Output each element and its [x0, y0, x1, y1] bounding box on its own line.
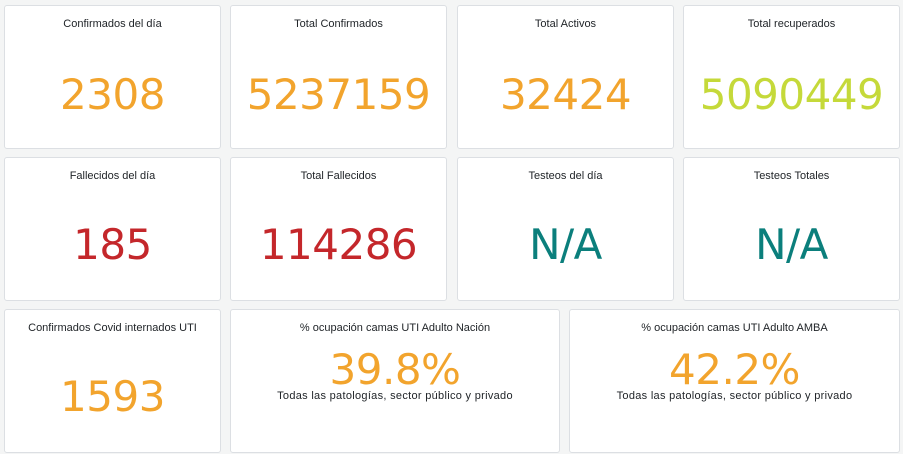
card-total-fallecidos: Total Fallecidos 114286: [230, 157, 447, 301]
card-value: 1593: [60, 372, 165, 421]
card-confirmados-del-dia: Confirmados del día 2308: [4, 5, 221, 149]
card-fallecidos-del-dia: Fallecidos del día 185: [4, 157, 221, 301]
card-title: Fallecidos del día: [69, 170, 156, 182]
card-value: 42.2%: [669, 345, 800, 394]
card-title: Testeos del día: [528, 170, 603, 182]
card-testeos-totales: Testeos Totales N/A: [683, 157, 900, 301]
card-title: Total recuperados: [747, 18, 836, 30]
card-ocupacion-uti-amba: % ocupación camas UTI Adulto AMBA 42.2% …: [569, 309, 900, 453]
card-title: Total Confirmados: [294, 18, 383, 30]
card-value: 5090449: [699, 70, 884, 119]
card-subtitle: Todas las patologías, sector público y p…: [277, 390, 513, 402]
card-title: % ocupación camas UTI Adulto AMBA: [641, 322, 828, 334]
card-value: N/A: [529, 220, 602, 269]
card-title: Total Activos: [534, 18, 597, 30]
card-title: Confirmados del día: [63, 18, 162, 30]
card-value: 185: [73, 220, 152, 269]
card-subtitle: Todas las patologías, sector público y p…: [616, 390, 853, 402]
card-value: 5237159: [246, 70, 431, 119]
card-total-confirmados: Total Confirmados 5237159: [230, 5, 447, 149]
card-total-activos: Total Activos 32424: [457, 5, 674, 149]
card-testeos-del-dia: Testeos del día N/A: [457, 157, 674, 301]
card-value: 32424: [499, 70, 632, 119]
card-total-recuperados: Total recuperados 5090449: [683, 5, 900, 149]
card-title: Total Fallecidos: [300, 170, 377, 182]
card-value: 114286: [259, 220, 418, 269]
card-value: 39.8%: [329, 345, 461, 394]
card-value: 2308: [60, 70, 165, 119]
card-title: Confirmados Covid internados UTI: [28, 322, 197, 334]
card-confirmados-internados-uti: Confirmados Covid internados UTI 1593: [4, 309, 221, 453]
card-value: N/A: [755, 220, 828, 269]
card-title: % ocupación camas UTI Adulto Nación: [299, 322, 491, 334]
card-title: Testeos Totales: [753, 170, 830, 182]
card-ocupacion-uti-nacion: % ocupación camas UTI Adulto Nación 39.8…: [230, 309, 560, 453]
